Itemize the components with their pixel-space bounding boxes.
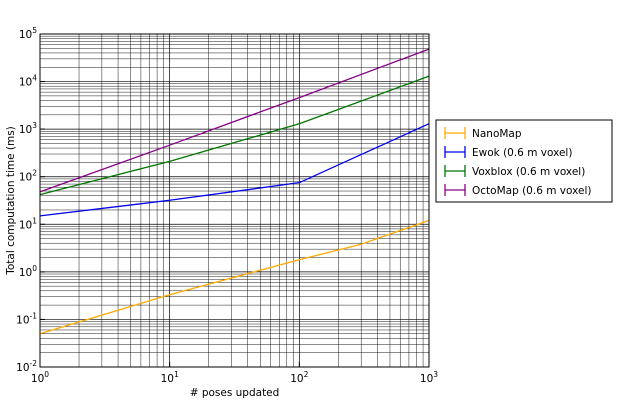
y-tick-label: 104	[19, 74, 37, 89]
y-tick-label: 101	[19, 216, 37, 231]
legend-entry: Ewok (0.6 m voxel)	[444, 146, 572, 159]
x-tick-label: 103	[420, 370, 438, 385]
y-axis-label: Total computation time (ms)	[5, 126, 17, 276]
legend-label: NanoMap	[472, 128, 522, 140]
y-tick-label: 10-1	[16, 311, 37, 326]
y-tick-label: 10-2	[16, 359, 37, 374]
legend-entry: NanoMap	[444, 127, 522, 140]
legend-label: OctoMap (0.6 m voxel)	[472, 185, 591, 197]
x-axis-label: # poses updated	[190, 387, 280, 399]
x-tick-label: 100	[31, 370, 49, 385]
y-tick-label: 102	[19, 169, 37, 184]
x-tick-label: 101	[161, 370, 179, 385]
y-tick-label: 105	[19, 26, 37, 41]
series-line	[39, 48, 430, 193]
axis-ticks: 100 101 102 103 10-2 10-1 100 101 102 103 104 105	[16, 26, 438, 385]
legend-label: Voxblox (0.6 m voxel)	[472, 166, 585, 178]
legend-entry: OctoMap (0.6 m voxel)	[444, 184, 591, 197]
series-line	[39, 123, 430, 217]
legend-entry: Voxblox (0.6 m voxel)	[444, 165, 585, 178]
plot-frame	[39, 33, 430, 368]
legend: NanoMap Ewok (0.6 m voxel) Voxblox (0.6 m …	[435, 119, 613, 203]
legend-label: Ewok (0.6 m voxel)	[472, 147, 572, 159]
y-tick-label: 100	[19, 264, 37, 279]
y-tick-label: 103	[19, 121, 37, 136]
series-line	[39, 75, 430, 196]
grid-lines	[40, 34, 429, 367]
series-lines	[39, 48, 430, 335]
series-line	[39, 219, 430, 335]
x-tick-label: 102	[290, 370, 308, 385]
